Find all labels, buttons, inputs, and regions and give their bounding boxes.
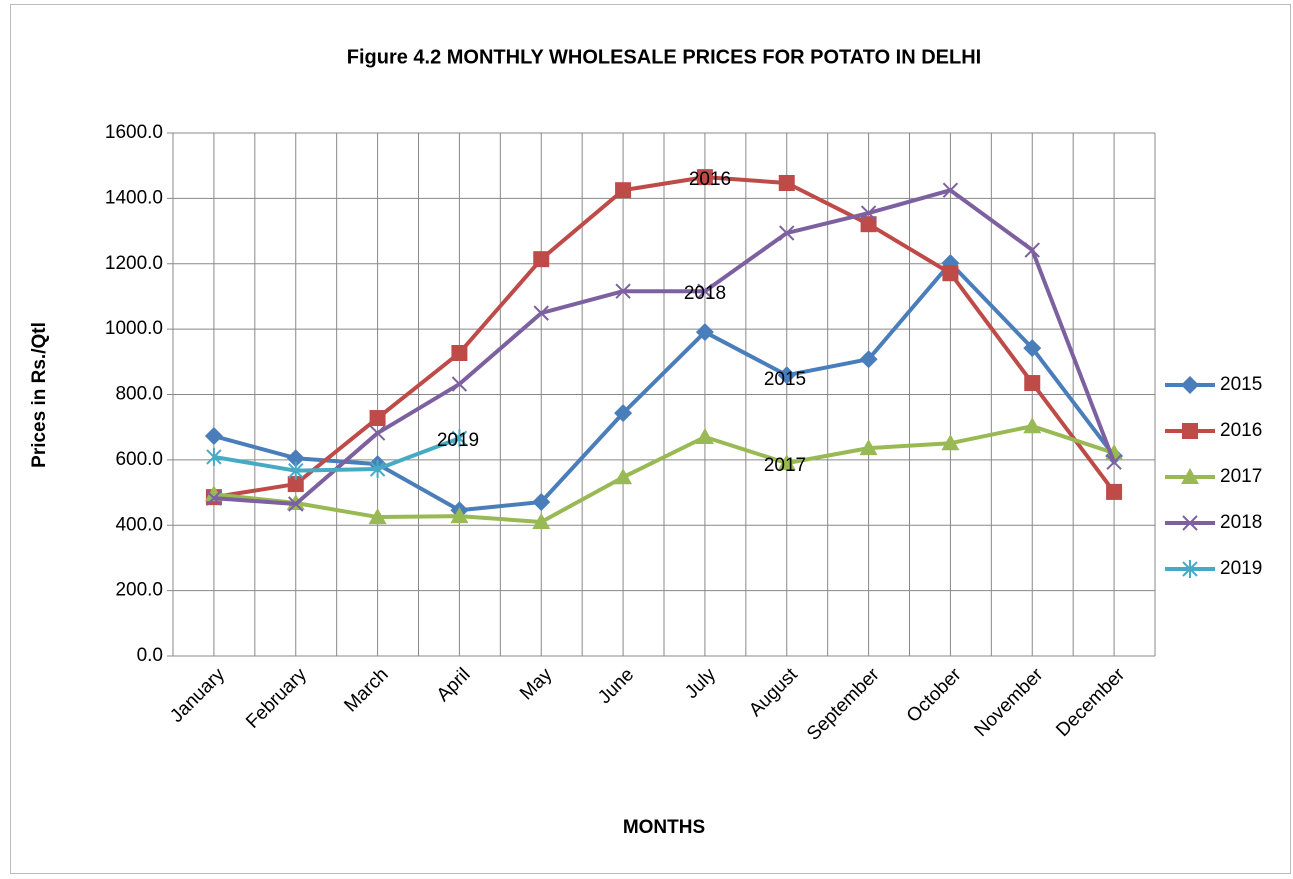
point-marker: [1106, 483, 1123, 500]
point-marker: [614, 404, 633, 423]
point-marker: [614, 468, 633, 485]
legend-label: 2017: [1220, 466, 1262, 487]
y-tick-label: 1600.0: [105, 122, 163, 143]
point-marker: [532, 493, 551, 512]
annotation: 2016: [689, 169, 731, 190]
y-tick-label: 800.0: [115, 384, 163, 405]
point-marker: [288, 496, 304, 512]
point-marker: [1024, 375, 1041, 392]
legend-marker: [1182, 423, 1198, 439]
point-marker: [368, 508, 387, 525]
point-marker: [615, 182, 632, 199]
y-tick-label: 0.0: [137, 645, 163, 666]
point-marker: [369, 425, 386, 441]
point-marker: [942, 182, 959, 198]
x-axis-label: MONTHS: [623, 817, 705, 838]
point-marker: [779, 225, 795, 241]
series-line: [213, 188, 1116, 507]
point-marker: [859, 350, 878, 369]
legend-label: 2016: [1220, 420, 1262, 441]
point-marker: [288, 461, 304, 480]
y-tick-label: 1400.0: [105, 187, 163, 208]
point-marker: [287, 476, 304, 493]
point-marker: [777, 454, 796, 471]
y-tick-label: 1000.0: [105, 318, 163, 339]
point-marker: [696, 169, 713, 186]
point-marker: [615, 283, 631, 299]
point-marker: [697, 283, 713, 299]
point-marker: [206, 447, 222, 466]
point-marker: [1024, 242, 1040, 258]
chart-title: Figure 4.2 MONTHLY WHOLESALE PRICES FOR …: [347, 46, 982, 68]
annotation: 2015: [764, 369, 806, 390]
annotation: 2017: [764, 455, 806, 476]
point-marker: [859, 439, 878, 456]
legend-marker: [1182, 560, 1198, 578]
point-marker: [777, 366, 796, 385]
series-line: [213, 261, 1116, 513]
point-marker: [369, 460, 386, 479]
point-marker: [860, 216, 877, 233]
point-marker: [286, 449, 305, 468]
legend-label: 2018: [1220, 512, 1262, 533]
y-axis-label: Prices in Rs./Qtl: [29, 322, 50, 468]
chart-border: [10, 4, 1291, 874]
point-marker: [1023, 339, 1042, 358]
y-tick-label: 400.0: [115, 514, 163, 535]
series-line: [213, 436, 461, 473]
legend-label: 2019: [1220, 558, 1262, 579]
point-marker: [860, 205, 877, 221]
legend-marker: [1182, 515, 1198, 531]
point-marker: [695, 427, 714, 444]
point-marker: [778, 175, 795, 192]
point-marker: [941, 434, 960, 451]
legend-marker: [1181, 468, 1199, 484]
legend-label: 2015: [1220, 374, 1262, 395]
point-marker: [533, 251, 550, 268]
annotation: 2019: [437, 430, 479, 451]
y-tick-label: 200.0: [115, 580, 163, 601]
point-marker: [532, 512, 551, 529]
series-line: [213, 175, 1116, 500]
point-marker: [451, 376, 468, 392]
y-tick-label: 1200.0: [105, 253, 163, 274]
point-marker: [451, 429, 468, 448]
point-marker: [695, 323, 714, 342]
series-line: [213, 424, 1115, 524]
y-tick-label: 600.0: [115, 449, 163, 470]
point-marker: [533, 305, 549, 321]
point-marker: [206, 490, 222, 506]
point-marker: [1106, 454, 1122, 470]
point-marker: [369, 410, 386, 427]
point-marker: [451, 344, 468, 361]
point-marker: [942, 265, 959, 282]
legend-marker: [1181, 376, 1199, 394]
point-marker: [450, 507, 469, 524]
point-marker: [1023, 417, 1042, 434]
point-marker: [204, 427, 223, 446]
annotation: 2018: [684, 283, 726, 304]
